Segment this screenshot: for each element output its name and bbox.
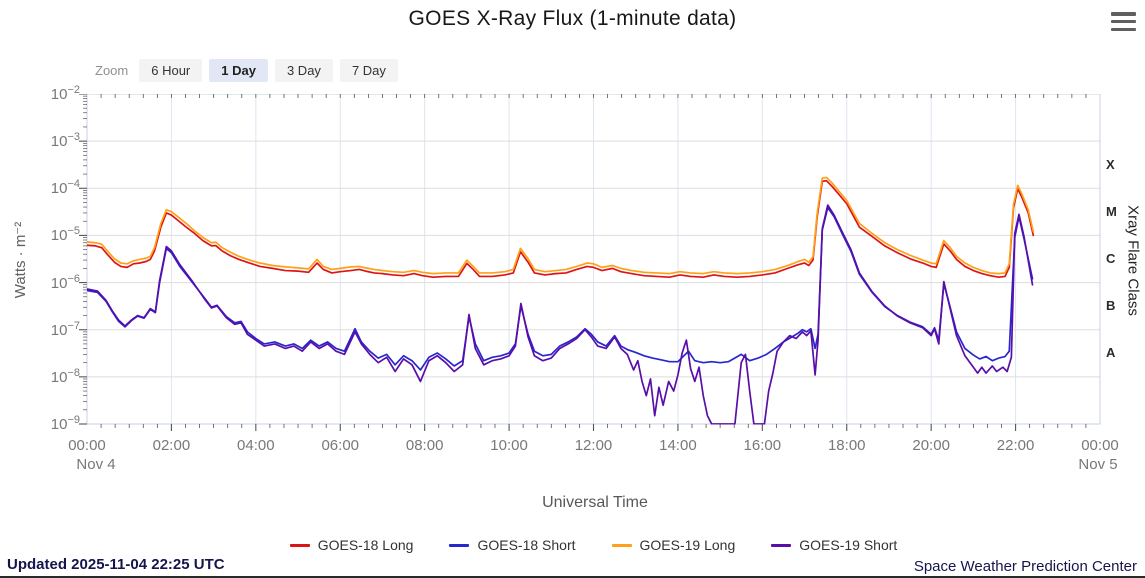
flux-tick-label: 10−8 — [50, 366, 80, 386]
flux-axis-title: Watts · m⁻² — [12, 221, 29, 299]
time-axis-title: Universal Time — [542, 494, 648, 511]
time-tick-label: 04:00 — [237, 437, 275, 454]
flux-tick-label: 10−2 — [50, 84, 80, 103]
flare-class-axis-title: Xray Flare Class — [1124, 205, 1142, 316]
chart-legend: GOES-18 Long GOES-18 Short GOES-19 Long GOE… — [87, 537, 1100, 553]
flare-class-label-a: A — [1106, 345, 1116, 361]
legend-label: GOES-18 Short — [477, 537, 576, 553]
legend-item[interactable]: GOES-18 Short — [449, 537, 576, 553]
flare-class-label-x: X — [1106, 156, 1115, 172]
flare-class-label-m: M — [1106, 203, 1117, 219]
time-tick-label: 06:00 — [321, 437, 360, 454]
time-tick-label: 00:00 — [68, 437, 106, 454]
source-attribution: Space Weather Prediction Center — [913, 558, 1137, 575]
time-tick-label: 16:00 — [743, 437, 782, 454]
zoom-range-button-7-day[interactable]: 7 Day — [339, 59, 398, 82]
bottom-divider — [0, 576, 1145, 578]
hamburger-bar — [1111, 27, 1136, 32]
flux-tick-label: 10−5 — [50, 225, 80, 245]
updated-timestamp: Updated 2025-11-04 22:25 UTC — [7, 556, 225, 573]
time-tick-label: 10:00 — [490, 437, 528, 454]
flux-tick-label: 10−9 — [50, 414, 80, 433]
hamburger-menu-icon[interactable] — [1111, 12, 1136, 32]
series-line-goes-19-short — [87, 204, 1034, 425]
zoom-range-button-6-hour[interactable]: 6 Hour — [139, 59, 203, 82]
series-line-goes-18-long — [87, 179, 1035, 279]
flux-tick-label: 10−4 — [50, 178, 80, 198]
legend-label: GOES-19 Long — [639, 537, 736, 553]
zoom-range-button-3-day[interactable]: 3 Day — [274, 59, 333, 82]
zoom-toolbar: Zoom 6 Hour 1 Day 3 Day 7 Day — [95, 59, 398, 82]
zoom-range-button-1-day[interactable]: 1 Day — [209, 59, 268, 82]
plot-area[interactable] — [77, 94, 1110, 440]
time-tick-label: 12:00 — [574, 437, 613, 454]
series-line-goes-19-long — [87, 176, 1035, 275]
legend-line-swatch — [289, 543, 310, 547]
time-tick-label: 14:00 — [659, 437, 697, 454]
time-tick-label: 20:00 — [912, 437, 950, 454]
legend-line-swatch — [771, 543, 792, 547]
flare-class-label-c: C — [1106, 251, 1116, 266]
page-title: GOES X-Ray Flux (1-minute data) — [408, 7, 737, 30]
time-tick-label: 22:00 — [996, 437, 1035, 454]
hamburger-bar — [1111, 12, 1136, 16]
legend-line-swatch — [611, 543, 632, 547]
legend-label: GOES-18 Long — [317, 537, 414, 553]
start-date-label: Nov 4 — [76, 456, 116, 473]
zoom-label: Zoom — [95, 63, 129, 78]
flux-tick-label: 10−7 — [50, 319, 80, 339]
series-line-goes-18-short — [87, 206, 1034, 371]
zoom-range-buttons: 6 Hour 1 Day 3 Day 7 Day — [139, 59, 398, 82]
flux-tick-label: 10−6 — [50, 272, 80, 292]
time-tick-label: 18:00 — [827, 437, 866, 454]
legend-label: GOES-19 Short — [799, 537, 898, 553]
time-tick-label: 00:00 — [1081, 437, 1119, 454]
end-date-label: Nov 5 — [1078, 456, 1118, 473]
time-tick-label: 08:00 — [405, 437, 444, 454]
time-tick-label: 02:00 — [152, 437, 191, 454]
legend-item[interactable]: GOES-19 Long — [611, 537, 736, 553]
flare-class-label-b: B — [1106, 298, 1116, 314]
legend-item[interactable]: GOES-18 Long — [289, 537, 414, 553]
legend-item[interactable]: GOES-19 Short — [771, 537, 897, 553]
legend-line-swatch — [449, 543, 470, 547]
hamburger-bar — [1111, 19, 1136, 24]
flux-tick-label: 10−3 — [50, 131, 80, 151]
